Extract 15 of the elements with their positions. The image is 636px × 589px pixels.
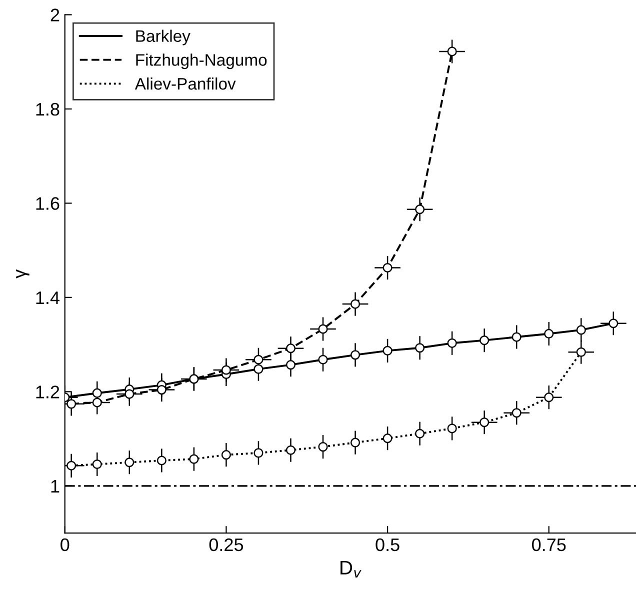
legend-label: Aliev-Panfilov [134, 77, 236, 90]
legend-label: Fitzhugh-Nagumo [136, 54, 267, 70]
x-tick-label: 0 [60, 538, 70, 552]
y-tick-label: 1.2 [36, 386, 60, 398]
legend-label: Barkley [136, 30, 190, 46]
y-tick-label: 1.6 [36, 197, 60, 210]
y-tick-label: 1.4 [36, 292, 60, 304]
x-tick-label: 0.25 [209, 538, 244, 552]
x-tick-label: 0.75 [532, 538, 566, 552]
y-tick-label: 2 [50, 8, 60, 22]
x-axis-title: D$_{v}$ [340, 560, 362, 578]
x-tick-label: 0.5 [376, 538, 400, 552]
y-tick-label: 1.8 [36, 102, 60, 116]
y-tick-label: 1 [51, 480, 60, 492]
y-axis-title: γ [16, 269, 30, 278]
